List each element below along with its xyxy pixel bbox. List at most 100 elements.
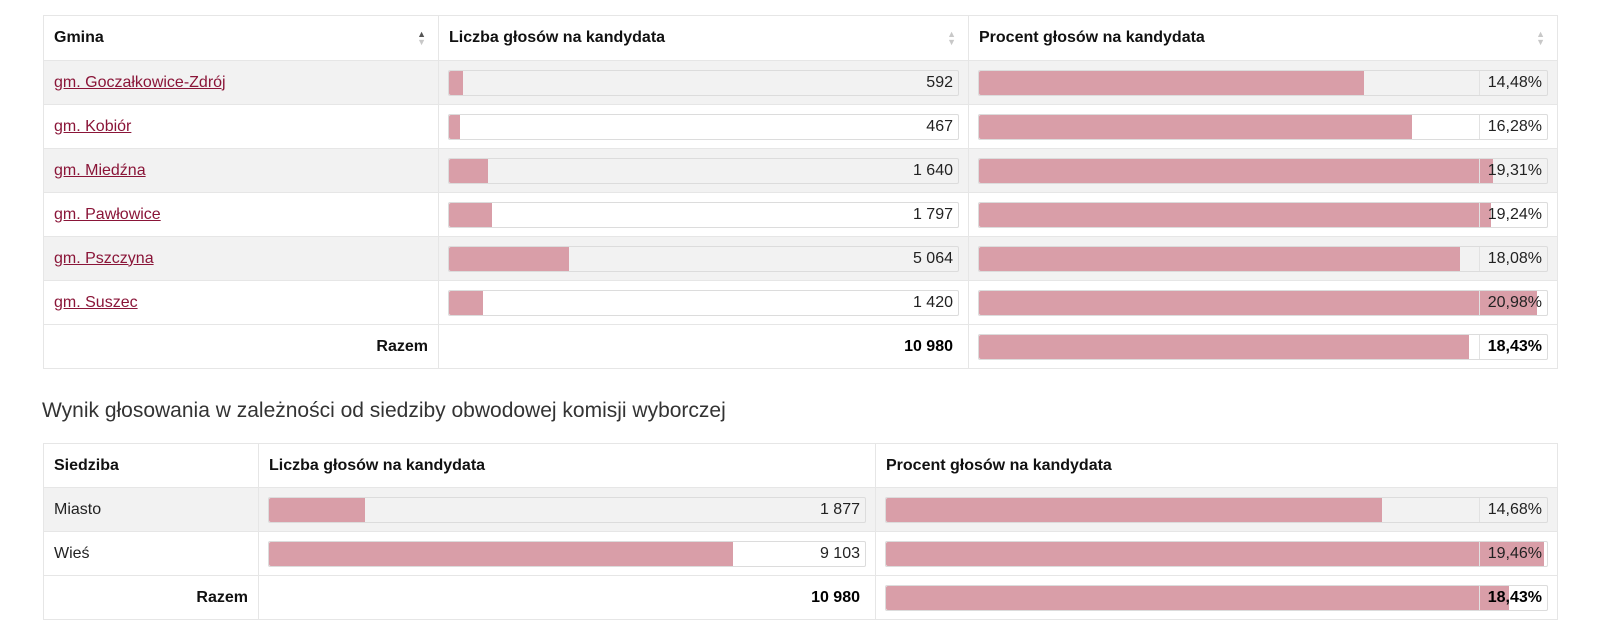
percent-bar: 19,31% <box>978 157 1548 184</box>
total-votes-cell: 10 980 <box>438 324 969 369</box>
percent-bar-fill <box>979 158 1493 183</box>
total-percent-cell: 18,43% <box>875 575 1558 620</box>
table-row: gm. Kobiór 467 16,28% <box>43 104 1558 149</box>
votes-cell: 467 <box>438 104 969 149</box>
table-row: gm. Miedźna 1 640 19,31% <box>43 148 1558 193</box>
percent-cell: 19,24% <box>968 192 1558 237</box>
total-votes-value: 10 980 <box>811 588 860 606</box>
votes-bar-fill <box>269 541 733 566</box>
votes-bar: 5 064 <box>448 245 959 272</box>
row-name-cell: gm. Kobiór <box>43 104 439 149</box>
row-name-cell: gm. Pawłowice <box>43 192 439 237</box>
section-subtitle: Wynik głosowania w zależności od siedzib… <box>42 399 726 422</box>
votes-bar: 467 <box>448 113 959 140</box>
total-row: Razem 10 980 18,43% <box>43 324 1558 369</box>
votes-value: 5 064 <box>912 249 953 267</box>
percent-bar: 19,24% <box>978 201 1548 228</box>
votes-value: 1 797 <box>912 205 953 223</box>
gmina-link[interactable]: gm. Miedźna <box>54 161 146 179</box>
votes-value: 1 420 <box>912 293 953 311</box>
results-by-seat-table: Siedziba Liczba głosów na kandydata Proc… <box>43 443 1558 620</box>
total-percent-bar: 18,43% <box>978 333 1548 360</box>
votes-bar: 592 <box>448 69 959 96</box>
column-header-percent: Procent głosów na kandydata <box>875 443 1558 488</box>
votes-bar: 9 103 <box>268 540 866 567</box>
table-header-row: Gmina ▲ ▼ Liczba głosów na kandydata ▲ ▼ P… <box>43 15 1558 61</box>
percent-cell: 14,68% <box>875 487 1558 532</box>
votes-value: 467 <box>926 117 953 135</box>
votes-value: 9 103 <box>819 544 860 562</box>
votes-bar: 1 420 <box>448 289 959 316</box>
table-row: gm. Suszec 1 420 20,98% <box>43 280 1558 325</box>
table-header-row: Siedziba Liczba głosów na kandydata Proc… <box>43 443 1558 488</box>
row-name-cell: Miasto <box>43 487 259 532</box>
votes-bar-fill <box>449 246 569 271</box>
votes-value: 1 640 <box>912 161 953 179</box>
table-row: Wieś 9 103 19,46% <box>43 531 1558 576</box>
sort-icon[interactable]: ▲ ▼ <box>947 29 956 47</box>
percent-value: 18,08% <box>1478 246 1547 271</box>
percent-value: 14,48% <box>1478 70 1547 95</box>
percent-cell: 19,46% <box>875 531 1558 576</box>
votes-bar-fill <box>449 114 461 139</box>
percent-value: 16,28% <box>1478 114 1547 139</box>
percent-cell: 16,28% <box>968 104 1558 149</box>
gmina-link[interactable]: gm. Pszczyna <box>54 249 154 267</box>
percent-cell: 20,98% <box>968 280 1558 325</box>
votes-cell: 9 103 <box>258 531 876 576</box>
total-label: Razem <box>43 324 439 369</box>
votes-bar-fill <box>449 290 483 315</box>
total-percent-bar: 18,43% <box>885 584 1548 611</box>
votes-cell: 592 <box>438 60 969 105</box>
percent-bar: 18,08% <box>978 245 1548 272</box>
votes-bar: 1 797 <box>448 201 959 228</box>
votes-bar-fill <box>269 497 365 522</box>
gmina-link[interactable]: gm. Pawłowice <box>54 205 161 223</box>
percent-cell: 19,31% <box>968 148 1558 193</box>
total-votes-bar: 10 980 <box>448 334 959 360</box>
percent-bar: 14,68% <box>885 496 1548 523</box>
column-header-votes: Liczba głosów na kandydata <box>258 443 876 488</box>
total-votes-cell: 10 980 <box>258 575 876 620</box>
percent-bar: 20,98% <box>978 289 1548 316</box>
percent-value: 19,31% <box>1478 158 1547 183</box>
seat-name: Wieś <box>54 544 90 562</box>
total-votes-bar: 10 980 <box>268 585 866 611</box>
column-header-gmina[interactable]: Gmina ▲ ▼ <box>43 15 439 61</box>
votes-cell: 1 797 <box>438 192 969 237</box>
percent-cell: 18,08% <box>968 236 1558 281</box>
percent-bar-fill <box>979 334 1470 359</box>
sort-icon[interactable]: ▲ ▼ <box>1536 29 1545 47</box>
total-percent-value: 18,43% <box>1478 334 1547 359</box>
sort-asc-icon[interactable]: ▲ ▼ <box>417 29 426 47</box>
total-percent-cell: 18,43% <box>968 324 1558 369</box>
percent-bar: 14,48% <box>978 69 1548 96</box>
percent-bar-fill <box>979 114 1413 139</box>
gmina-link[interactable]: gm. Goczałkowice-Zdrój <box>54 73 226 91</box>
percent-value: 20,98% <box>1478 290 1547 315</box>
column-header-percent[interactable]: Procent głosów na kandydata ▲ ▼ <box>968 15 1558 61</box>
gmina-link[interactable]: gm. Suszec <box>54 293 138 311</box>
table-row: Miasto 1 877 14,68% <box>43 487 1558 532</box>
percent-bar-fill <box>886 541 1544 566</box>
percent-bar-fill <box>886 585 1510 610</box>
votes-value: 592 <box>926 73 953 91</box>
table-row: gm. Pszczyna 5 064 18,08% <box>43 236 1558 281</box>
votes-cell: 1 420 <box>438 280 969 325</box>
percent-bar-fill <box>979 202 1491 227</box>
votes-bar: 1 640 <box>448 157 959 184</box>
row-name-cell: gm. Miedźna <box>43 148 439 193</box>
percent-bar-fill <box>979 246 1460 271</box>
percent-value: 14,68% <box>1478 497 1547 522</box>
total-label: Razem <box>43 575 259 620</box>
column-header-votes[interactable]: Liczba głosów na kandydata ▲ ▼ <box>438 15 969 61</box>
gmina-link[interactable]: gm. Kobiór <box>54 117 132 135</box>
votes-cell: 1 640 <box>438 148 969 193</box>
percent-bar-fill <box>886 497 1383 522</box>
votes-bar-fill <box>449 158 488 183</box>
table-row: gm. Goczałkowice-Zdrój 592 14,48% <box>43 60 1558 105</box>
row-name-cell: gm. Suszec <box>43 280 439 325</box>
votes-cell: 1 877 <box>258 487 876 532</box>
percent-bar: 19,46% <box>885 540 1548 567</box>
percent-bar: 16,28% <box>978 113 1548 140</box>
